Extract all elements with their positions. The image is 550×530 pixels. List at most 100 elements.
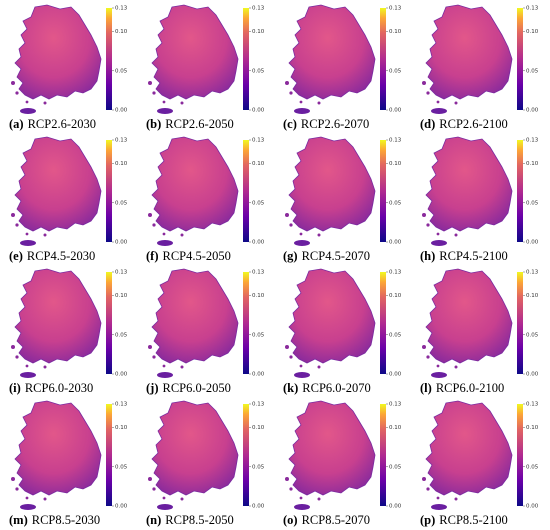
panel-name: RCP6.0-2070 [302, 381, 370, 395]
panel-label: (f) RCP4.5-2050 [146, 249, 231, 263]
map [284, 136, 376, 247]
colorbar-tick-label: 0.00 [389, 372, 402, 378]
colorbar-tick-label: 0.10 [389, 425, 402, 431]
colorbar-tick-label: 0.05 [389, 332, 402, 338]
panel-label: (h) RCP4.5-2100 [420, 249, 508, 263]
panel-name: RCP8.5-2070 [302, 513, 370, 527]
colorbar [380, 272, 386, 374]
map-panel: 0.00 0.05 0.10 0.13 (m) RCP8.5-2030 [9, 400, 128, 527]
panel-tag: (g) [283, 249, 298, 263]
colorbar-tick-label: 0.13 [526, 270, 539, 276]
colorbar [106, 140, 112, 242]
colorbar-tick-label: 0.13 [389, 402, 402, 408]
colorbar-tick-label: 0.13 [252, 270, 265, 276]
colorbar [517, 404, 523, 506]
colorbar-tick-label: 0.05 [252, 68, 265, 74]
colorbar-tick-label: 0.00 [115, 372, 128, 378]
panel-name: RCP2.6-2050 [165, 117, 233, 131]
panel-tag: (b) [146, 117, 161, 131]
map [421, 268, 513, 379]
colorbar-tick-label: 0.13 [252, 138, 265, 144]
panel-tag: (d) [420, 117, 435, 131]
colorbar-tick-label: 0.13 [526, 6, 539, 12]
colorbar [517, 140, 523, 242]
colorbar [243, 404, 249, 506]
panel-tag: (h) [420, 249, 435, 263]
colorbar [243, 140, 249, 242]
colorbar-tick-label: 0.05 [526, 200, 539, 206]
colorbar-tick-label: 0.05 [389, 200, 402, 206]
colorbar-tick-label: 0.13 [526, 402, 539, 408]
colorbar-tick-label: 0.00 [389, 108, 402, 114]
panel-tag: (o) [283, 513, 298, 527]
panel-label: (j) RCP6.0-2050 [146, 381, 231, 395]
map-panel: 0.00 0.05 0.10 0.13 (c) RCP2.6-2070 [283, 4, 402, 131]
colorbar-tick-label: 0.00 [252, 372, 265, 378]
colorbar-tick-label: 0.13 [252, 402, 265, 408]
panel-tag: (a) [9, 117, 24, 131]
panel-label: (d) RCP2.6-2100 [420, 117, 508, 131]
colorbar-tick-label: 0.05 [252, 200, 265, 206]
colorbar-tick-label: 0.00 [115, 504, 128, 510]
map [10, 136, 102, 247]
panel-label: (m) RCP8.5-2030 [9, 513, 100, 527]
map-panel: 0.00 0.05 0.10 0.13 (o) RCP8.5-2070 [283, 400, 402, 527]
panel-name: RCP4.5-2050 [163, 249, 231, 263]
panel-name: RCP8.5-2050 [165, 513, 233, 527]
colorbar-tick-label: 0.00 [252, 108, 265, 114]
map [421, 400, 513, 511]
panel-label: (a) RCP2.6-2030 [9, 117, 96, 131]
map [10, 268, 102, 379]
map [10, 4, 102, 115]
map-panel: 0.00 0.05 0.10 0.13 (l) RCP6.0-2100 [420, 268, 539, 395]
colorbar-tick-label: 0.05 [115, 464, 128, 470]
colorbar-tick-label: 0.13 [115, 270, 128, 276]
colorbar-tick-label: 0.00 [526, 372, 539, 378]
panel-name: RCP6.0-2050 [163, 381, 231, 395]
map [147, 268, 239, 379]
map-panel: 0.00 0.05 0.10 0.13 (p) RCP8.5-2100 [420, 400, 539, 527]
map-panel: 0.00 0.05 0.10 0.13 (h) RCP4.5-2100 [420, 136, 539, 263]
panel-label: (l) RCP6.0-2100 [420, 381, 504, 395]
map [147, 4, 239, 115]
colorbar-tick-label: 0.05 [526, 68, 539, 74]
colorbar [106, 8, 112, 110]
panel-label: (i) RCP6.0-2030 [9, 381, 93, 395]
map [147, 400, 239, 511]
colorbar-tick-label: 0.13 [252, 6, 265, 12]
panel-name: RCP4.5-2070 [302, 249, 370, 263]
panel-tag: (m) [9, 513, 28, 527]
panel-tag: (e) [9, 249, 23, 263]
map-panel: 0.00 0.05 0.10 0.13 (g) RCP4.5-2070 [283, 136, 402, 263]
map-panel: 0.00 0.05 0.10 0.13 (f) RCP4.5-2050 [146, 136, 265, 263]
map-panel: 0.00 0.05 0.10 0.13 (n) RCP8.5-2050 [146, 400, 265, 527]
colorbar-tick-label: 0.05 [252, 464, 265, 470]
colorbar-tick-label: 0.10 [526, 29, 539, 35]
colorbar [243, 8, 249, 110]
colorbar-tick-label: 0.10 [526, 425, 539, 431]
colorbar-tick-label: 0.00 [252, 240, 265, 246]
panel-name: RCP2.6-2100 [439, 117, 507, 131]
map-panel: 0.00 0.05 0.10 0.13 (b) RCP2.6-2050 [146, 4, 265, 131]
map [421, 4, 513, 115]
panel-name: RCP4.5-2100 [439, 249, 507, 263]
panel-label: (g) RCP4.5-2070 [283, 249, 370, 263]
colorbar [380, 8, 386, 110]
colorbar-tick-label: 0.05 [526, 464, 539, 470]
map [284, 268, 376, 379]
colorbar-tick-label: 0.10 [389, 161, 402, 167]
map [421, 136, 513, 247]
colorbar [106, 272, 112, 374]
map [284, 4, 376, 115]
colorbar [380, 140, 386, 242]
map-panel: 0.00 0.05 0.10 0.13 (e) RCP4.5-2030 [9, 136, 128, 263]
colorbar-tick-label: 0.10 [252, 29, 265, 35]
map-panel: 0.00 0.05 0.10 0.13 (d) RCP2.6-2100 [420, 4, 539, 131]
panel-tag: (j) [146, 381, 159, 395]
panel-tag: (k) [283, 381, 298, 395]
panel-name: RCP8.5-2100 [439, 513, 507, 527]
colorbar-tick-label: 0.00 [389, 504, 402, 510]
colorbar-tick-label: 0.13 [389, 6, 402, 12]
colorbar-tick-label: 0.10 [526, 293, 539, 299]
